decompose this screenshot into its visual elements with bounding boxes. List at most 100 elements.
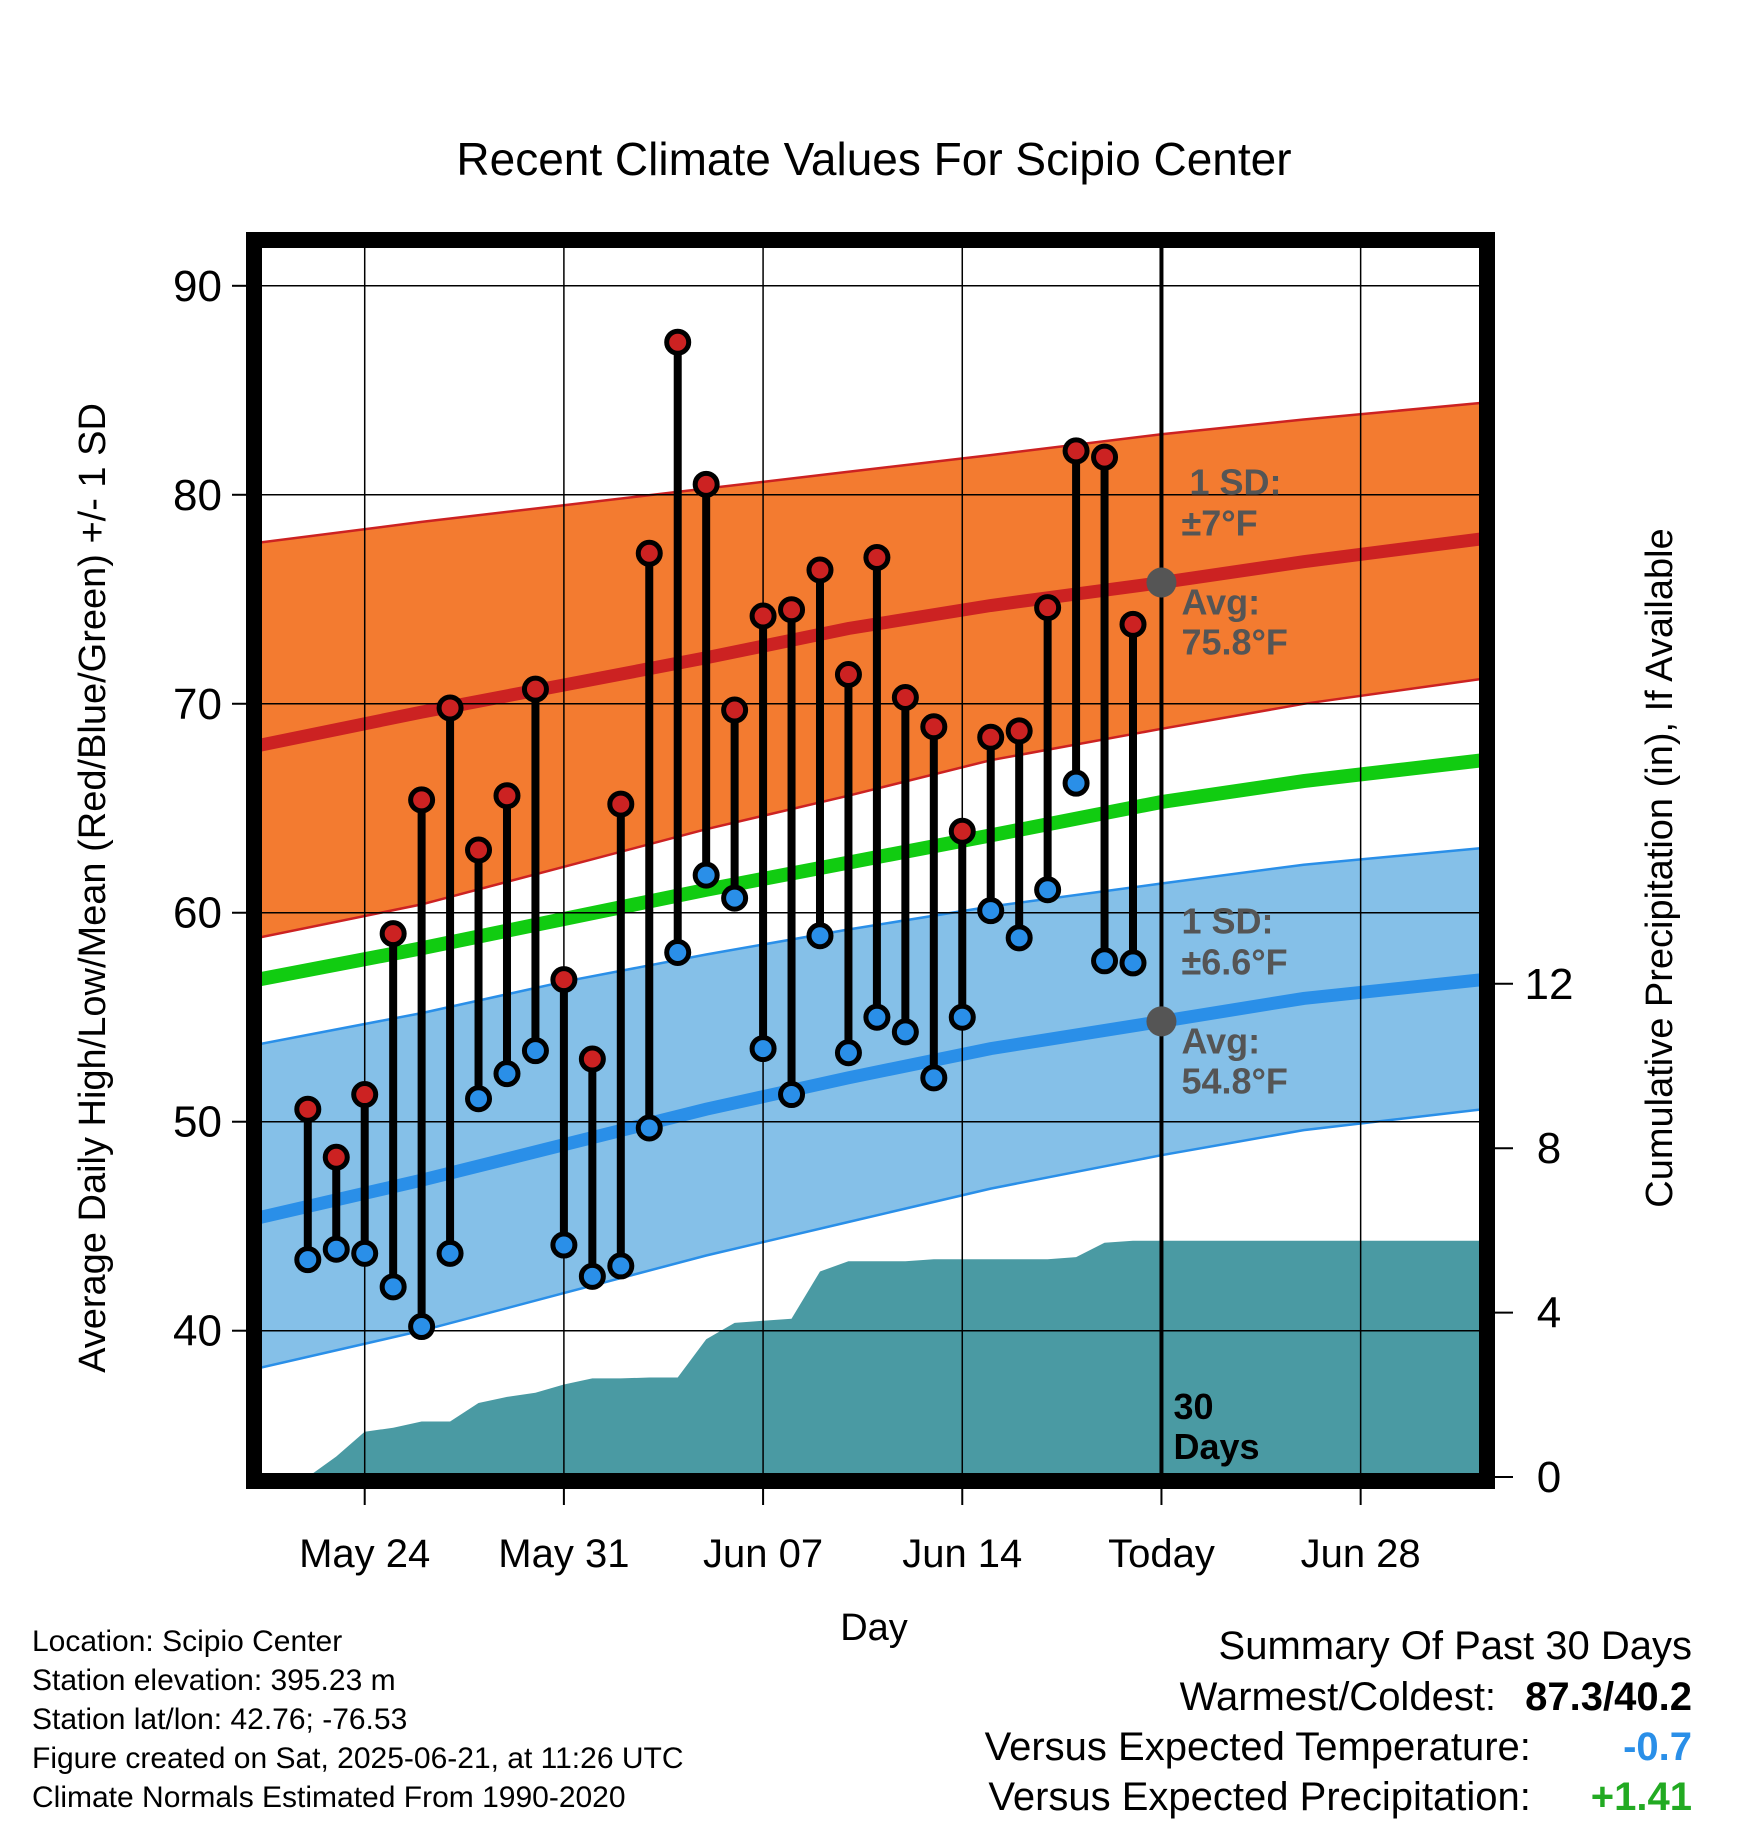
x-tick-label: Today xyxy=(1108,1532,1215,1576)
warmest-label: Warmest/Coldest: xyxy=(1179,1675,1497,1719)
high-point xyxy=(778,596,806,624)
high-point xyxy=(607,790,635,818)
high-point xyxy=(408,786,436,814)
low-point xyxy=(521,1037,549,1065)
low-point xyxy=(806,922,834,950)
high-point xyxy=(806,556,834,584)
temp-label: Versus Expected Temperature: xyxy=(984,1725,1531,1769)
y-tick-label: 50 xyxy=(173,1098,222,1147)
location-text: Location: Scipio Center xyxy=(32,1625,343,1658)
x-tick-label: May 31 xyxy=(498,1532,629,1576)
high-point xyxy=(948,817,976,845)
y-tick-label: 40 xyxy=(173,1307,222,1356)
latlon-text: Station lat/lon: 42.76; -76.53 xyxy=(32,1703,408,1736)
y-tick-label: 70 xyxy=(173,680,222,729)
high-sd-label: 1 SD: xyxy=(1189,462,1281,503)
x-axis-label: Day xyxy=(840,1607,908,1649)
y-tick-label: 60 xyxy=(173,889,222,938)
low-point xyxy=(692,861,720,889)
plot-area xyxy=(258,244,1483,1477)
low-sd-label: 1 SD: xyxy=(1181,900,1273,941)
chart-title: Recent Climate Values For Scipio Center xyxy=(456,133,1291,185)
high-point xyxy=(920,713,948,741)
temp-row: Versus Expected Temperature: -0.7 xyxy=(985,1722,1692,1772)
low-point xyxy=(664,938,692,966)
y2-tick-label: 4 xyxy=(1537,1289,1561,1338)
warmest-row: Warmest/Coldest: 87.3/40.2 xyxy=(985,1672,1692,1722)
y2-tick-label: 12 xyxy=(1525,960,1574,1009)
high-point xyxy=(1091,443,1119,471)
low-point xyxy=(1034,876,1062,904)
x-tick-label: May 24 xyxy=(299,1532,430,1576)
high-point xyxy=(1119,610,1147,638)
high-upper-edge xyxy=(258,401,1483,545)
high-point xyxy=(322,1143,350,1171)
high-point xyxy=(692,470,720,498)
high-point xyxy=(550,966,578,994)
precip-row: Versus Expected Precipitation: +1.41 xyxy=(985,1772,1692,1822)
low-avg-dot xyxy=(1146,1006,1177,1037)
high-point xyxy=(465,836,493,864)
high-point xyxy=(493,782,521,810)
summary-heading: Summary Of Past 30 Days xyxy=(1218,1624,1692,1668)
low-avg-value: 54.8°F xyxy=(1181,1060,1287,1101)
high-point xyxy=(863,543,891,571)
elevation-text: Station elevation: 395.23 m xyxy=(32,1664,396,1697)
x-tick-label: Jun 07 xyxy=(703,1532,823,1576)
window-label-number: 30 xyxy=(1173,1386,1213,1427)
normals-text: Climate Normals Estimated From 1990-2020 xyxy=(32,1781,626,1814)
precipitation-area xyxy=(307,1240,1483,1477)
high-point xyxy=(294,1095,322,1123)
low-point xyxy=(920,1064,948,1092)
precip-label: Versus Expected Precipitation: xyxy=(988,1775,1531,1819)
low-point xyxy=(1005,924,1033,952)
high-point xyxy=(664,328,692,356)
low-sd-value: ±6.6°F xyxy=(1181,941,1287,982)
low-point xyxy=(635,1114,663,1142)
high-point xyxy=(977,723,1005,751)
low-point xyxy=(1062,769,1090,797)
warmest-value: 87.3/40.2 xyxy=(1525,1675,1692,1719)
high-point xyxy=(891,683,919,711)
low-point xyxy=(465,1085,493,1113)
high-point xyxy=(521,675,549,703)
low-point xyxy=(322,1235,350,1263)
high-point xyxy=(1062,437,1090,465)
created-text: Figure created on Sat, 2025-06-21, at 11… xyxy=(32,1742,684,1775)
low-point xyxy=(891,1018,919,1046)
high-avg-dot xyxy=(1146,567,1177,598)
y2-axis-label: Cumulative Precipitation (in), If Availa… xyxy=(1639,528,1681,1207)
low-point xyxy=(1091,947,1119,975)
low-point xyxy=(721,884,749,912)
high-point xyxy=(721,696,749,724)
y2-tick-label: 8 xyxy=(1537,1124,1561,1173)
low-point xyxy=(550,1231,578,1259)
low-lower-edge xyxy=(258,1107,1483,1370)
window-label-unit: Days xyxy=(1173,1426,1259,1467)
low-point xyxy=(834,1039,862,1067)
low-point xyxy=(408,1313,436,1341)
low-point xyxy=(863,1003,891,1031)
low-normal-line xyxy=(258,973,1483,1225)
y-tick-label: 80 xyxy=(173,471,222,520)
plot-frame xyxy=(246,232,1495,1489)
low-point xyxy=(778,1081,806,1109)
high-point xyxy=(834,661,862,689)
high-point xyxy=(635,539,663,567)
summary-panel: Summary Of Past 30 Days Warmest/Coldest:… xyxy=(985,1620,1692,1822)
low-point xyxy=(1119,949,1147,977)
x-tick-label: Jun 14 xyxy=(902,1532,1022,1576)
low-point xyxy=(977,897,1005,925)
high-point xyxy=(749,602,777,630)
low-point xyxy=(379,1273,407,1301)
low-point xyxy=(294,1246,322,1274)
high-sd-value: ±7°F xyxy=(1181,503,1257,544)
precip-value: +1.41 xyxy=(1590,1775,1692,1819)
high-point xyxy=(578,1045,606,1073)
low-point xyxy=(948,1003,976,1031)
y2-tick-label: 0 xyxy=(1537,1453,1561,1502)
high-point xyxy=(1005,717,1033,745)
high-avg-label: Avg: xyxy=(1181,582,1260,623)
y-tick-label: 90 xyxy=(173,262,222,311)
high-point xyxy=(1034,594,1062,622)
